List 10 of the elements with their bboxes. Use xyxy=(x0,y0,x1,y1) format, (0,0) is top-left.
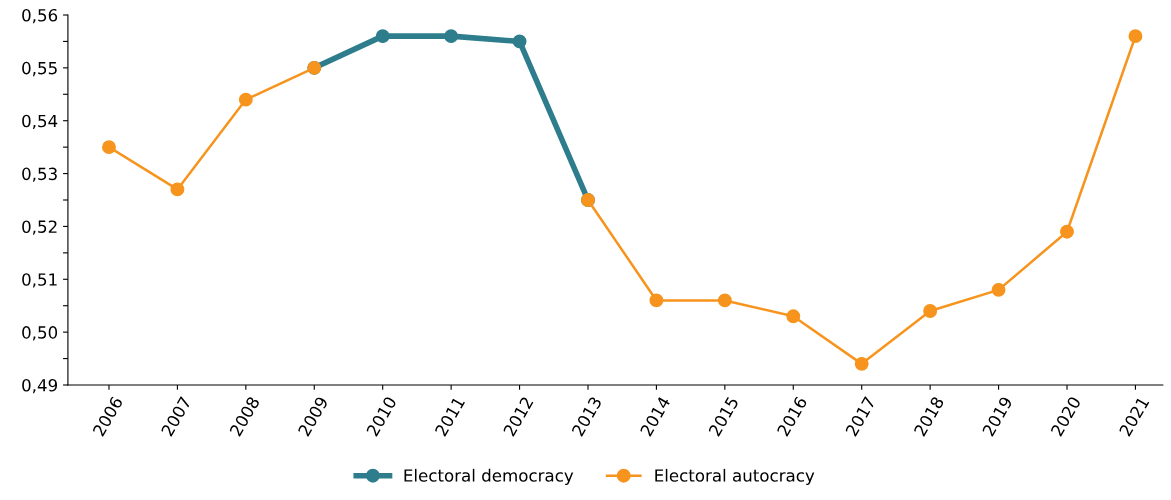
y-tick-label: 0,50 xyxy=(22,326,58,341)
legend-label: Electoral democracy xyxy=(404,468,574,485)
y-tick-label: 0,56 xyxy=(22,8,58,24)
legend-label: Electoral autocracy xyxy=(655,468,815,485)
y-tick-label: 0,54 xyxy=(22,114,58,129)
y-tick-label: 0,49 xyxy=(22,378,58,394)
y-tick-label: 0,55 xyxy=(22,61,57,77)
y-tick-label: 0,53 xyxy=(22,167,57,182)
y-tick-label: 0,52 xyxy=(22,220,57,235)
y-tick-label: 0,51 xyxy=(22,273,57,288)
